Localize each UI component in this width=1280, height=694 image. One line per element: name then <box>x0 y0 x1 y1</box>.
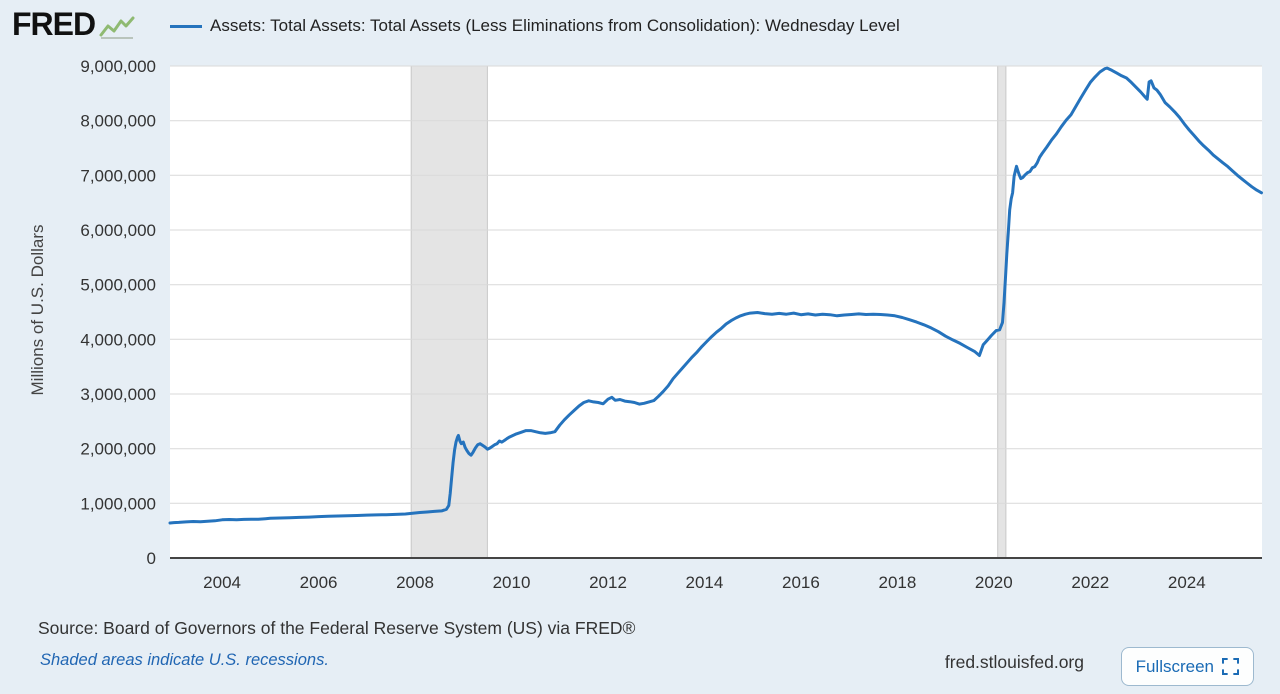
header: FRED Assets: Total Assets: Total Assets … <box>0 0 1280 50</box>
plot-background <box>170 66 1262 558</box>
fullscreen-button[interactable]: Fullscreen <box>1120 647 1254 686</box>
x-tick-label: 2006 <box>300 573 338 592</box>
y-tick-label: 7,000,000 <box>80 166 156 185</box>
y-tick-label: 0 <box>147 549 156 568</box>
series-line <box>168 66 1263 525</box>
x-tick-label: 2008 <box>396 573 434 592</box>
y-tick-label: 2,000,000 <box>80 440 156 459</box>
x-tick-label: 2016 <box>782 573 820 592</box>
y-axis-title: Millions of U.S. Dollars <box>28 224 47 396</box>
x-tick-label: 2022 <box>1071 573 1109 592</box>
recession-note-link[interactable]: Shaded areas indicate U.S. recessions. <box>40 651 329 669</box>
legend-series-label: Assets: Total Assets: Total Assets (Less… <box>210 16 900 35</box>
y-tick-label: 5,000,000 <box>80 276 156 295</box>
source-text: Source: Board of Governors of the Federa… <box>38 618 636 638</box>
y-tick-label: 3,000,000 <box>80 385 156 404</box>
x-tick-label: 2018 <box>878 573 916 592</box>
x-tick-label: 2020 <box>975 573 1013 592</box>
chart-legend: Assets: Total Assets: Total Assets (Less… <box>170 16 900 36</box>
x-tick-label: 2024 <box>1168 573 1206 592</box>
y-tick-label: 6,000,000 <box>80 221 156 240</box>
y-tick-label: 1,000,000 <box>80 494 156 513</box>
chart-canvas[interactable]: 0 1,000,000 2,000,000 3,000,000 4,000,000 5,0… <box>0 0 1280 610</box>
y-tick-label: 9,000,000 <box>80 57 156 76</box>
fred-site-link[interactable]: fred.stlouisfed.org <box>944 652 1084 672</box>
fred-logo-text: FRED <box>12 6 96 42</box>
x-tick-label: 2004 <box>203 573 241 592</box>
fred-logo[interactable]: FRED <box>12 6 135 43</box>
sparkline-icon <box>99 16 135 39</box>
fullscreen-label: Fullscreen <box>1135 656 1214 676</box>
y-tick-label: 4,000,000 <box>80 330 156 349</box>
x-tick-label: 2010 <box>493 573 531 592</box>
y-tick-label: 8,000,000 <box>80 112 156 131</box>
legend-line-swatch <box>170 24 202 28</box>
x-tick-label: 2012 <box>589 573 627 592</box>
recession-band <box>410 65 488 559</box>
fullscreen-icon <box>1222 658 1239 675</box>
x-tick-label: 2014 <box>685 573 723 592</box>
